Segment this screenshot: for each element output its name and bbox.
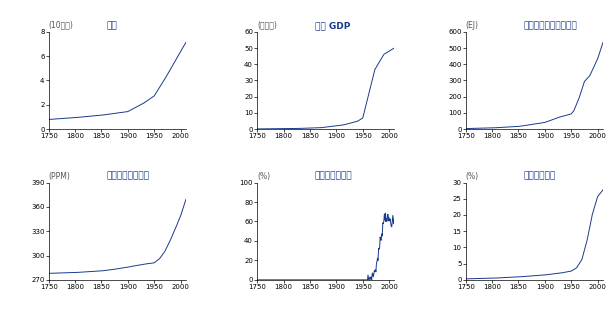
Text: (PPM): (PPM) xyxy=(49,172,71,181)
Text: 二酸化炭素排出量: 二酸化炭素排出量 xyxy=(107,172,149,181)
Text: (EJ): (EJ) xyxy=(466,21,479,30)
Text: (10億人): (10億人) xyxy=(49,21,74,30)
Text: (%): (%) xyxy=(466,172,479,181)
Text: オゾン層の減少: オゾン層の減少 xyxy=(315,172,353,181)
Text: (%): (%) xyxy=(257,172,270,181)
Text: 人口: 人口 xyxy=(107,21,117,30)
Text: 熱帯林の減少: 熱帯林の減少 xyxy=(523,172,555,181)
Text: (兆ドル): (兆ドル) xyxy=(257,21,277,30)
Text: 実質 GDP: 実質 GDP xyxy=(315,21,350,30)
Text: １次エネルギー消費量: １次エネルギー消費量 xyxy=(523,21,577,30)
